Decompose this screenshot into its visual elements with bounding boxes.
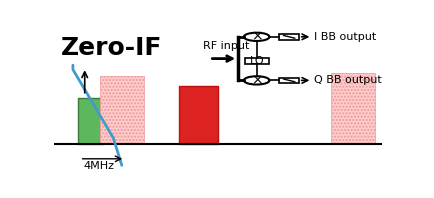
Circle shape <box>243 76 269 85</box>
Text: I BB output: I BB output <box>313 32 375 42</box>
Bar <box>100 76 143 144</box>
Bar <box>78 98 103 144</box>
Text: 4MHz: 4MHz <box>83 161 114 171</box>
Bar <box>179 86 217 144</box>
Text: ×: × <box>250 73 262 87</box>
Text: Q BB output: Q BB output <box>313 75 381 85</box>
Circle shape <box>243 33 269 41</box>
Bar <box>330 73 374 144</box>
Text: ×: × <box>250 30 262 44</box>
Text: RF input: RF input <box>202 41 249 50</box>
Bar <box>278 34 298 40</box>
Text: Zero-IF: Zero-IF <box>61 36 162 60</box>
Bar <box>244 58 269 64</box>
Text: LO: LO <box>249 56 264 66</box>
Bar <box>278 78 298 83</box>
